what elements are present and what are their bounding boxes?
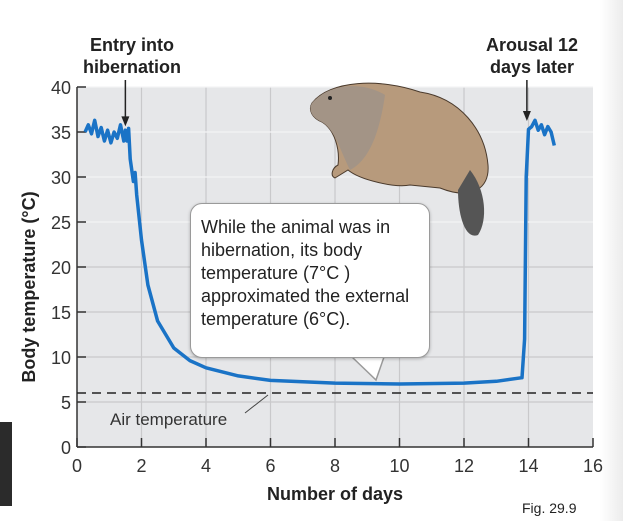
x-tick-label: 14 [518, 456, 538, 476]
x-tick-label: 10 [389, 456, 409, 476]
y-axis-title: Body temperature (°C) [19, 191, 39, 382]
marmot-illustration [309, 82, 489, 236]
arousal-line1: Arousal 12 [485, 35, 579, 55]
x-tick-label: 8 [330, 456, 340, 476]
y-tick-label: 25 [51, 213, 71, 233]
y-tick-label: 30 [51, 168, 71, 188]
y-tick-label: 20 [51, 258, 71, 278]
marmot-eye [328, 96, 332, 100]
entry-annotation: Entry into hibernation [72, 34, 192, 78]
arousal-annotation: Arousal 12 days later [472, 34, 592, 78]
x-tick-label: 2 [136, 456, 146, 476]
x-tick-label: 12 [454, 456, 474, 476]
y-tick-label: 40 [51, 78, 71, 98]
arousal-line2: days later [489, 57, 575, 77]
y-tick-label: 5 [61, 393, 71, 413]
figure-label: Fig. 29.9 [522, 500, 577, 516]
edge-photo-fragment [0, 422, 12, 506]
arousal-arrow-head [522, 111, 531, 121]
callout-box: While the animal was in hibernation, its… [190, 203, 430, 358]
y-tick-label: 0 [61, 438, 71, 458]
x-tick-label: 16 [583, 456, 603, 476]
x-tick-label: 6 [265, 456, 275, 476]
x-axis-title: Number of days [267, 484, 403, 504]
y-tick-label: 10 [51, 348, 71, 368]
marmot-tail [458, 170, 485, 236]
entry-line2: hibernation [83, 57, 181, 77]
entry-arrow-head [121, 116, 130, 127]
page-edge-shadow [600, 0, 623, 521]
marmot-head [310, 86, 385, 170]
air-temperature-leader [244, 394, 269, 414]
y-tick-label: 35 [51, 123, 71, 143]
y-tick-label: 15 [51, 303, 71, 323]
air-temperature-label: Air temperature [110, 410, 227, 429]
body-temperature-line [83, 118, 557, 386]
x-tick-label: 0 [72, 456, 82, 476]
entry-line1: Entry into [90, 35, 174, 55]
x-tick-label: 4 [201, 456, 211, 476]
